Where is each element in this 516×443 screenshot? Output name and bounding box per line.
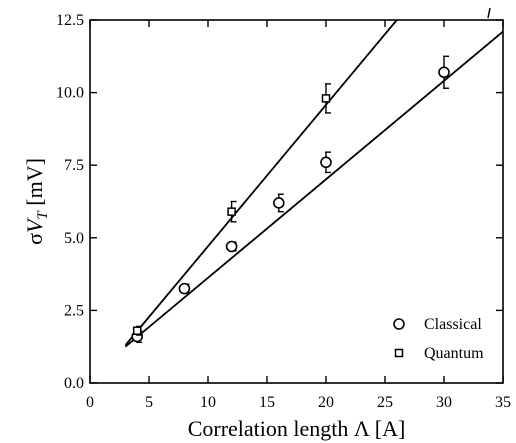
x-tick-label: 20 [318, 394, 334, 411]
data-point-quantum [228, 208, 235, 215]
data-point-classical [439, 67, 449, 77]
x-tick-label: 10 [200, 394, 216, 411]
stray-mark [488, 8, 490, 18]
y-tick-label: 0.0 [64, 375, 84, 392]
data-point-classical [179, 284, 189, 294]
y-tick-label: 5.0 [64, 230, 84, 247]
fit-line-quantum [125, 20, 396, 345]
data-point-quantum [323, 95, 330, 102]
x-tick-label: 35 [495, 394, 511, 411]
x-tick-label: 5 [145, 394, 153, 411]
x-tick-label: 0 [86, 394, 94, 411]
legend-label-classical: Classical [424, 316, 482, 333]
y-axis-title-sigma: σ [22, 233, 47, 245]
legend-marker-quantum [396, 350, 403, 357]
y-tick-label: 7.5 [64, 157, 84, 174]
legend-marker-classical [394, 319, 404, 329]
data-markers [132, 56, 449, 342]
x-tick-label: 30 [436, 394, 452, 411]
x-tick-label: 15 [259, 394, 275, 411]
y-tick-label: 10.0 [56, 85, 84, 102]
x-tick-label: 25 [377, 394, 393, 411]
y-tick-label: 2.5 [64, 302, 84, 319]
data-point-quantum [134, 327, 141, 334]
legend: Classical Quantum [394, 316, 484, 362]
data-point-classical [274, 198, 284, 208]
fit-line-classical [125, 32, 503, 347]
y-axis-title-unit: [mV] [22, 158, 47, 211]
data-point-classical [227, 242, 237, 252]
legend-label-quantum: Quantum [424, 345, 484, 362]
data-point-classical [321, 157, 331, 167]
y-tick-label: 12.5 [56, 12, 84, 29]
y-axis-title: σVT [mV] [22, 158, 51, 245]
x-axis-title: Correlation length Λ [A] [188, 416, 406, 441]
